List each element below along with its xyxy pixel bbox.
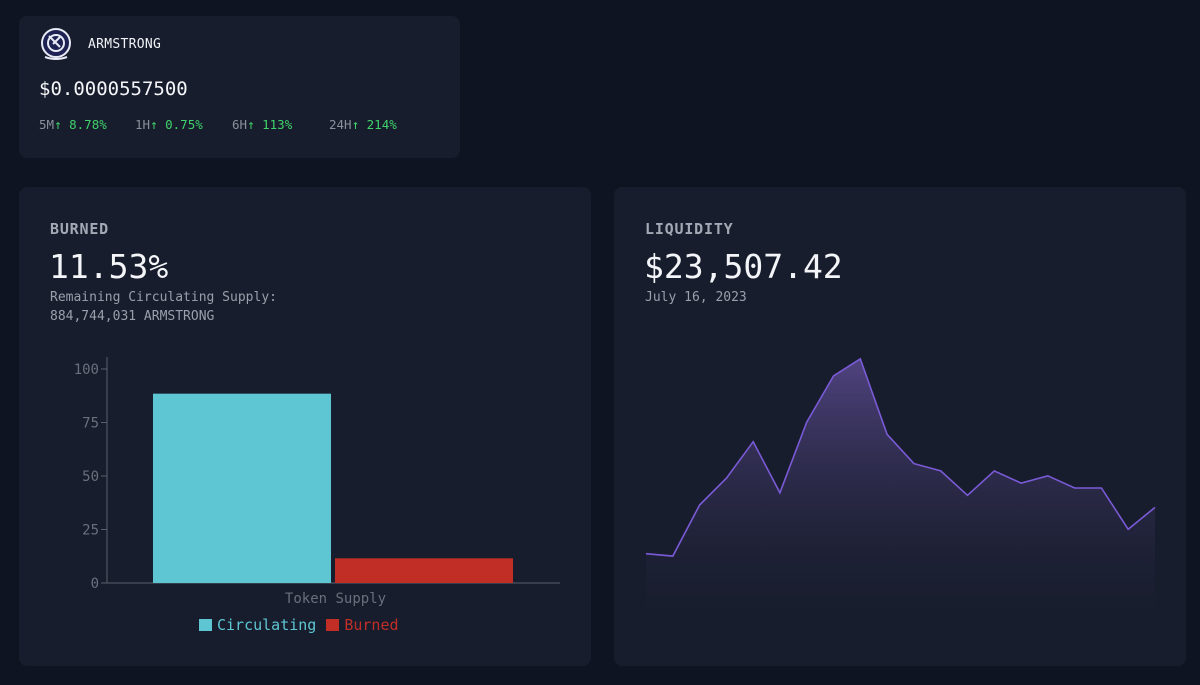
liquidity-point[interactable]: [1071, 484, 1079, 492]
liquidity-point[interactable]: [1097, 484, 1105, 492]
liquidity-point[interactable]: [722, 474, 730, 482]
liquidity-point[interactable]: [883, 430, 891, 438]
bar-chart-marks: [153, 393, 513, 583]
burned-percentage: 11.53%: [49, 247, 169, 286]
x-axis-label: Token Supply: [285, 591, 386, 607]
liquidity-point[interactable]: [856, 355, 864, 363]
legend-swatch-burned: [326, 619, 340, 631]
liquidity-point[interactable]: [696, 501, 704, 509]
legend-swatch-circulating: [199, 619, 212, 631]
bar-circulating[interactable]: [153, 393, 331, 583]
y-tick-label: 25: [82, 523, 99, 539]
change-24h: 24H↑ 214%: [329, 117, 397, 132]
liquidity-point[interactable]: [776, 489, 784, 497]
liquidity-point[interactable]: [669, 552, 677, 560]
change-value: 8.78%: [69, 117, 107, 132]
liquidity-point[interactable]: [1017, 479, 1025, 487]
change-label: 24H: [329, 117, 352, 132]
astronaut-helmet-icon: [41, 28, 71, 60]
liquidity-point[interactable]: [642, 550, 650, 558]
y-tick-label: 100: [74, 362, 99, 378]
arrow-up-icon: ↑: [54, 117, 62, 132]
change-6h: 6H↑ 113%: [232, 117, 292, 132]
change-value: 0.75%: [165, 117, 203, 132]
arrow-up-icon: ↑: [150, 117, 158, 132]
arrow-up-icon: ↑: [247, 117, 255, 132]
supply-bar-chart: 0 25 50 75 100 Token Supply: [74, 357, 560, 607]
liquidity-area-chart: [642, 355, 1159, 617]
remaining-supply-value: 884,744,031 ARMSTRONG: [50, 309, 215, 324]
token-price: $0.0000557500: [39, 78, 188, 100]
token-summary-card: ARMSTRONG $0.0000557500 5M↑ 8.78% 1H↑ 0.…: [19, 16, 460, 158]
arrow-up-icon: ↑: [351, 117, 360, 132]
legend-label-circulating: Circulating: [217, 616, 317, 634]
liquidity-line: [645, 357, 1156, 557]
change-1h: 1H↑ 0.75%: [135, 117, 203, 132]
y-tick-label: 0: [91, 576, 99, 592]
liquidity-point[interactable]: [803, 418, 811, 426]
burned-heading: BURNED: [50, 220, 109, 238]
liquidity-point[interactable]: [937, 467, 945, 475]
change-5m: 5M↑ 8.78%: [39, 117, 107, 132]
liquidity-point[interactable]: [963, 491, 971, 499]
remaining-supply: Remaining Circulating Supply: 884,744,03…: [50, 288, 277, 326]
change-value: 113%: [262, 117, 293, 132]
liquidity-point[interactable]: [910, 460, 918, 468]
remaining-supply-label: Remaining Circulating Supply:: [50, 290, 277, 305]
legend-item-circulating[interactable]: Circulating: [199, 616, 316, 634]
bar-chart-legend: Circulating Burned: [199, 616, 399, 634]
change-value: 214%: [366, 117, 397, 132]
legend-item-burned[interactable]: Burned: [326, 616, 399, 634]
y-tick-label: 75: [82, 416, 99, 432]
liquidity-value: $23,507.42: [644, 247, 843, 286]
change-label: 6H: [232, 117, 248, 132]
change-label: 5M: [39, 117, 55, 132]
liquidity-heading: LIQUIDITY: [645, 220, 734, 238]
token-name: ARMSTRONG: [88, 37, 162, 52]
change-label: 1H: [135, 117, 151, 132]
liquidity-card: LIQUIDITY $23,507.42 July 16, 2023: [614, 187, 1186, 666]
legend-label-burned: Burned: [344, 616, 399, 634]
bar-burned[interactable]: [335, 558, 513, 583]
liquidity-point[interactable]: [1044, 472, 1052, 480]
burned-card: BURNED 11.53% Remaining Circulating Supp…: [19, 187, 591, 666]
liquidity-point[interactable]: [1124, 525, 1132, 533]
liquidity-point[interactable]: [990, 467, 998, 475]
liquidity-point[interactable]: [1151, 503, 1159, 511]
y-tick-label: 50: [82, 469, 99, 485]
liquidity-point[interactable]: [830, 372, 838, 380]
liquidity-area-fill: [646, 358, 1155, 617]
liquidity-point[interactable]: [749, 438, 757, 446]
liquidity-date: July 16, 2023: [645, 290, 747, 305]
area-chart-marks: [642, 355, 1159, 617]
